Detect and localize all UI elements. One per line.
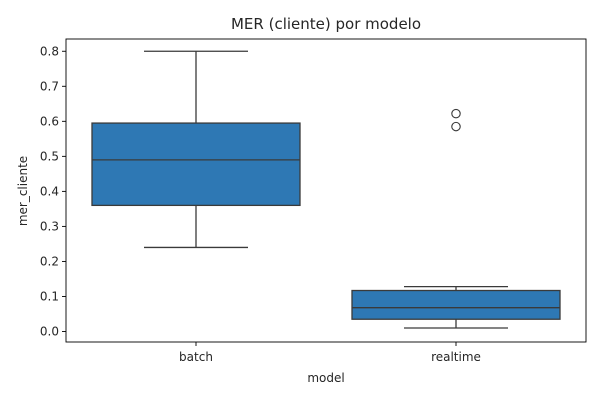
box-realtime bbox=[351, 108, 561, 329]
y-tick-label: 0.3 bbox=[40, 219, 59, 233]
y-tick-label: 0.0 bbox=[40, 324, 59, 338]
x-tick-label: batch bbox=[179, 350, 213, 364]
y-tick-label: 0.4 bbox=[40, 184, 59, 198]
box-batch bbox=[91, 50, 301, 249]
y-tick-label: 0.6 bbox=[40, 114, 59, 128]
plot-area bbox=[65, 38, 587, 343]
x-axis-label: model bbox=[307, 371, 344, 385]
outlier-point bbox=[451, 121, 461, 132]
y-tick-label: 0.2 bbox=[40, 254, 59, 268]
x-axis: batch realtime bbox=[179, 342, 481, 364]
chart-title: MER (cliente) por modelo bbox=[231, 15, 421, 33]
outlier-point bbox=[451, 108, 461, 119]
y-tick-label: 0.5 bbox=[40, 149, 59, 163]
y-tick-label: 0.1 bbox=[40, 289, 59, 303]
plot-frame bbox=[65, 38, 587, 343]
iqr-box bbox=[91, 122, 301, 207]
y-axis: 0.0 0.1 0.2 0.3 0.4 0.5 0.6 0.7 0.8 bbox=[40, 44, 66, 338]
x-tick-label: realtime bbox=[431, 350, 481, 364]
iqr-box bbox=[351, 289, 561, 320]
y-axis-label: mer_cliente bbox=[16, 156, 30, 226]
y-tick-label: 0.7 bbox=[40, 79, 59, 93]
y-tick-label: 0.8 bbox=[40, 44, 59, 58]
